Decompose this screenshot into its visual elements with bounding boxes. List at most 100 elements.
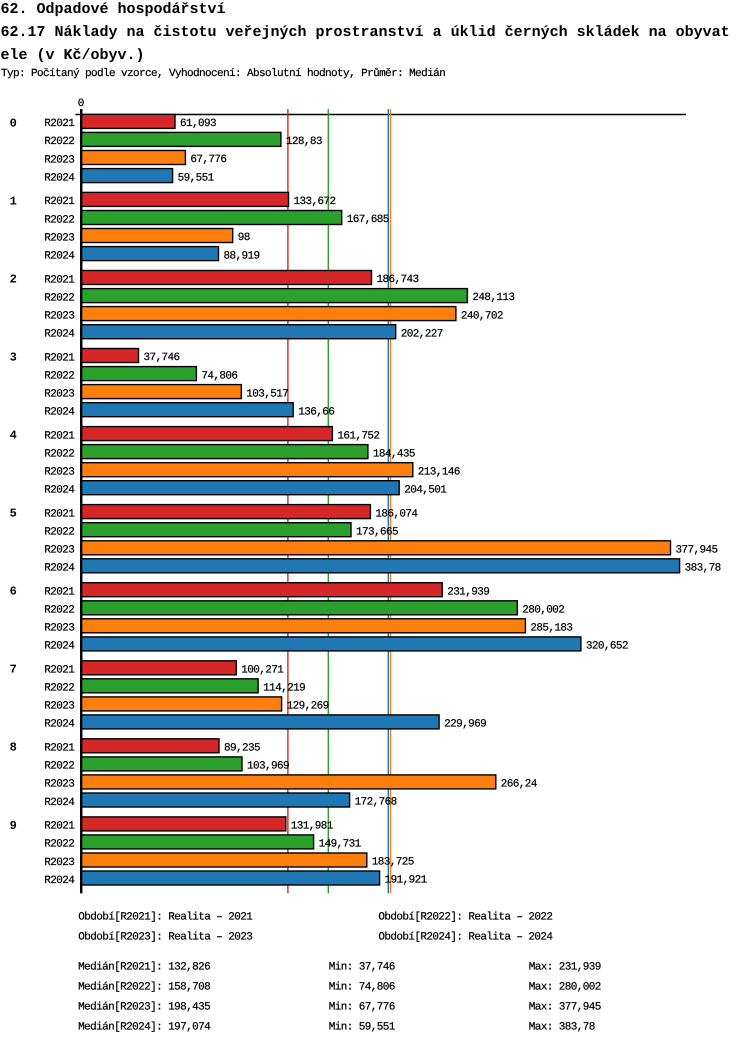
svg-text:R2023: R2023 xyxy=(44,623,74,635)
svg-text:186,074: 186,074 xyxy=(375,508,418,520)
svg-text:R2023: R2023 xyxy=(44,857,74,869)
svg-text:R2021: R2021 xyxy=(44,196,75,208)
svg-text:7: 7 xyxy=(10,663,17,677)
svg-text:R2022: R2022 xyxy=(44,292,74,304)
svg-text:266,24: 266,24 xyxy=(501,779,538,791)
svg-text:R2022: R2022 xyxy=(44,448,74,460)
svg-text:136,66: 136,66 xyxy=(298,406,334,418)
svg-text:184,435: 184,435 xyxy=(373,448,415,460)
svg-text:1: 1 xyxy=(10,194,17,208)
svg-text:R2022: R2022 xyxy=(44,683,74,695)
svg-text:114,219: 114,219 xyxy=(263,683,305,695)
svg-text:R2024: R2024 xyxy=(44,329,75,341)
svg-text:213,146: 213,146 xyxy=(418,466,460,478)
svg-text:Medián[R2022]: 158,708: Medián[R2022]: 158,708 xyxy=(78,982,210,994)
svg-text:R2022: R2022 xyxy=(44,761,74,773)
svg-text:6: 6 xyxy=(10,585,17,599)
svg-text:Období[R2023]: Realita – 2023: Období[R2023]: Realita – 2023 xyxy=(78,932,252,944)
svg-text:67,776: 67,776 xyxy=(190,154,226,166)
svg-text:R2021: R2021 xyxy=(44,665,75,677)
svg-text:202,227: 202,227 xyxy=(401,328,443,340)
svg-text:59,551: 59,551 xyxy=(178,172,215,184)
svg-text:R2024: R2024 xyxy=(44,407,75,419)
svg-text:R2022: R2022 xyxy=(44,370,74,382)
svg-text:R2022: R2022 xyxy=(44,839,74,851)
svg-text:Min: 37,746: Min: 37,746 xyxy=(329,961,395,973)
svg-text:R2021: R2021 xyxy=(44,743,75,755)
svg-text:Medián[R2023]: 198,435: Medián[R2023]: 198,435 xyxy=(78,1002,210,1014)
svg-text:62.17 Náklady na čistotu veřej: 62.17 Náklady na čistotu veřejných prost… xyxy=(1,24,730,41)
svg-text:R2022: R2022 xyxy=(44,136,74,148)
svg-text:R2023: R2023 xyxy=(44,545,74,557)
svg-text:R2023: R2023 xyxy=(44,154,74,166)
svg-text:R2021: R2021 xyxy=(44,352,75,364)
svg-text:61,093: 61,093 xyxy=(180,118,216,130)
svg-text:98: 98 xyxy=(238,232,250,244)
svg-text:R2024: R2024 xyxy=(44,172,75,184)
svg-text:Max: 377,945: Max: 377,945 xyxy=(529,1002,601,1014)
svg-text:183,725: 183,725 xyxy=(372,857,414,869)
svg-text:149,731: 149,731 xyxy=(319,839,362,851)
svg-text:Max: 231,939: Max: 231,939 xyxy=(529,961,601,973)
svg-text:Medián[R2024]: 197,074: Medián[R2024]: 197,074 xyxy=(78,1022,211,1034)
svg-text:R2021: R2021 xyxy=(44,430,75,442)
svg-text:0: 0 xyxy=(78,98,84,110)
svg-text:R2023: R2023 xyxy=(44,467,74,479)
svg-text:R2024: R2024 xyxy=(44,485,75,497)
svg-text:R2024: R2024 xyxy=(44,719,75,731)
svg-text:R2024: R2024 xyxy=(44,563,75,575)
svg-text:Min: 74,806: Min: 74,806 xyxy=(329,982,395,994)
svg-text:320,652: 320,652 xyxy=(586,641,628,653)
svg-text:5: 5 xyxy=(10,507,17,521)
svg-text:285,183: 285,183 xyxy=(530,623,572,635)
svg-text:204,501: 204,501 xyxy=(404,484,447,496)
svg-text:R2022: R2022 xyxy=(44,527,74,539)
svg-text:103,517: 103,517 xyxy=(246,388,288,400)
svg-text:R2023: R2023 xyxy=(44,310,74,322)
svg-text:191,921: 191,921 xyxy=(385,875,428,887)
svg-text:8: 8 xyxy=(10,741,17,755)
svg-text:R2021: R2021 xyxy=(44,509,75,521)
svg-text:129,269: 129,269 xyxy=(287,701,329,713)
svg-text:R2021: R2021 xyxy=(44,118,75,130)
svg-text:R2023: R2023 xyxy=(44,388,74,400)
svg-text:R2024: R2024 xyxy=(44,797,75,809)
svg-text:161,752: 161,752 xyxy=(337,430,379,442)
svg-text:Max: 280,002: Max: 280,002 xyxy=(529,982,601,994)
svg-text:280,002: 280,002 xyxy=(522,604,564,616)
svg-text:133,672: 133,672 xyxy=(294,196,336,208)
svg-text:186,743: 186,743 xyxy=(377,274,419,286)
svg-text:131,981: 131,981 xyxy=(291,821,334,833)
svg-text:172,768: 172,768 xyxy=(355,797,397,809)
svg-text:229,969: 229,969 xyxy=(444,719,486,731)
svg-text:88,919: 88,919 xyxy=(224,250,260,262)
svg-text:Období[R2021]: Realita – 2021: Období[R2021]: Realita – 2021 xyxy=(78,911,253,923)
svg-text:4: 4 xyxy=(10,429,17,443)
svg-text:ele (v Kč/obyv.): ele (v Kč/obyv.) xyxy=(1,47,145,64)
svg-text:Období[R2022]: Realita – 2022: Období[R2022]: Realita – 2022 xyxy=(378,911,552,923)
svg-text:74,806: 74,806 xyxy=(201,370,237,382)
svg-text:248,113: 248,113 xyxy=(472,292,514,304)
svg-text:9: 9 xyxy=(10,819,17,833)
svg-text:R2023: R2023 xyxy=(44,232,74,244)
svg-text:128,83: 128,83 xyxy=(286,136,322,148)
svg-text:R2024: R2024 xyxy=(44,250,75,262)
svg-text:Min: 59,551: Min: 59,551 xyxy=(329,1022,396,1034)
svg-text:173,665: 173,665 xyxy=(356,526,398,538)
svg-text:R2023: R2023 xyxy=(44,779,74,791)
svg-text:Min: 67,776: Min: 67,776 xyxy=(329,1002,395,1014)
svg-text:103,969: 103,969 xyxy=(247,761,289,773)
svg-text:167,685: 167,685 xyxy=(347,214,389,226)
svg-text:377,945: 377,945 xyxy=(676,544,718,556)
svg-text:231,939: 231,939 xyxy=(447,586,489,598)
svg-text:2: 2 xyxy=(10,272,17,286)
svg-text:R2021: R2021 xyxy=(44,821,75,833)
svg-text:Typ: Počítaný podle vzorce, Vy: Typ: Počítaný podle vzorce, Vyhodnocení:… xyxy=(1,67,445,80)
svg-text:100,271: 100,271 xyxy=(241,665,284,677)
svg-text:383,78: 383,78 xyxy=(685,563,721,575)
svg-text:240,702: 240,702 xyxy=(461,310,503,322)
svg-text:R2024: R2024 xyxy=(44,641,75,653)
svg-text:3: 3 xyxy=(10,350,17,364)
svg-text:R2022: R2022 xyxy=(44,605,74,617)
svg-text:R2024: R2024 xyxy=(44,875,75,887)
